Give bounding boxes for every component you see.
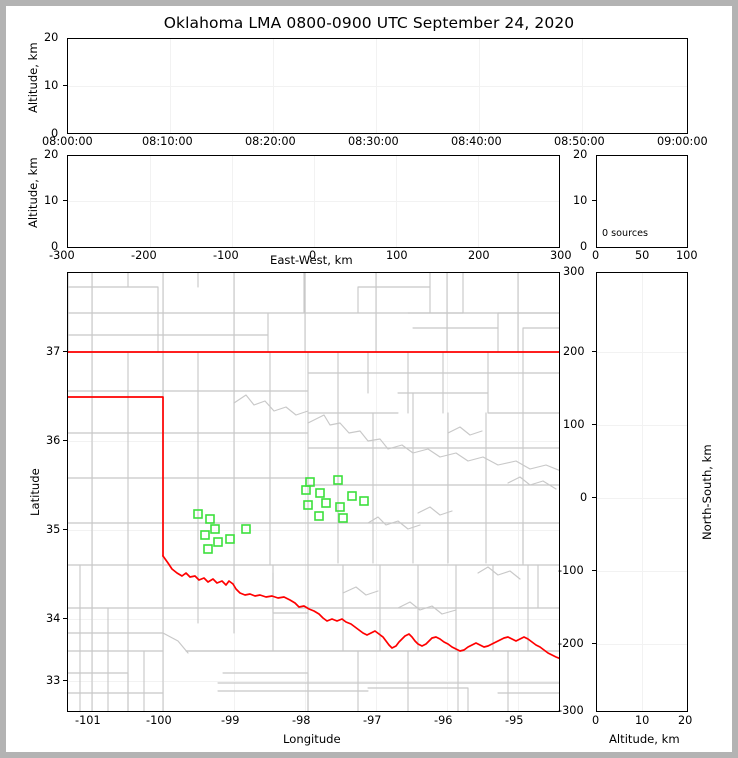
gridline: [68, 619, 559, 620]
axis-label-y: North-South, km: [700, 444, 714, 540]
gridline: [273, 39, 274, 133]
tick-label-y: -200: [558, 637, 584, 650]
gridline: [376, 39, 377, 133]
tick-label-y: 34: [46, 612, 61, 625]
plan-view-map-panel[interactable]: [67, 272, 560, 712]
tick-label-x: 200: [468, 249, 490, 262]
tick-label-x: 10: [635, 714, 650, 727]
gridline: [376, 273, 377, 711]
tick-label-x: 20: [678, 714, 693, 727]
gridline: [68, 86, 687, 87]
tick-label-y: 0: [51, 127, 59, 140]
north-south-height-panel[interactable]: [596, 272, 688, 712]
tick-label-x: 08:40:00: [451, 135, 502, 148]
axis-label-y: Latitude: [28, 468, 42, 516]
lma-station-markers: [193, 475, 369, 554]
tick-label-x: 08:00:00: [42, 135, 93, 148]
tick-mark: [63, 440, 67, 441]
gridline: [232, 156, 233, 247]
gridline: [478, 156, 479, 247]
tick-mark: [63, 351, 67, 352]
tick-label-x: -100: [146, 714, 172, 727]
axis-label-x: East-West, km: [270, 253, 353, 267]
tick-mark: [592, 200, 596, 201]
tick-mark: [592, 643, 596, 644]
gridline: [68, 530, 559, 531]
tick-label-y: 33: [46, 674, 61, 687]
gridline: [68, 441, 559, 442]
tick-label-y: 35: [46, 523, 61, 536]
tick-label-x: 09:00:00: [657, 135, 708, 148]
tick-label-x: 0: [592, 249, 600, 262]
tick-label-x: 0: [592, 714, 600, 727]
tick-mark: [592, 424, 596, 425]
tick-label-y: 10: [573, 194, 588, 207]
tick-mark: [63, 618, 67, 619]
tick-label-y: 20: [44, 31, 59, 44]
tick-label-y: 300: [563, 265, 585, 278]
gridline: [479, 39, 480, 133]
east-west-height-panel[interactable]: [67, 155, 560, 248]
gridline: [68, 681, 559, 682]
axis-label-y: Altitude, km: [26, 157, 40, 228]
tick-label-x: 100: [386, 249, 408, 262]
tick-label-x: 300: [550, 249, 572, 262]
tick-label-y: 0: [580, 240, 588, 253]
gridline: [150, 156, 151, 247]
gridline: [518, 273, 519, 711]
tick-label-x: -96: [434, 714, 453, 727]
tick-label-x: -200: [131, 249, 157, 262]
page-title: Oklahoma LMA 0800-0900 UTC September 24,…: [163, 14, 575, 32]
tick-label-x: 08:20:00: [245, 135, 296, 148]
tick-label-y: -300: [558, 704, 584, 717]
tick-label-x: -95: [505, 714, 524, 727]
tick-label-x: -98: [292, 714, 311, 727]
tick-label-x: -100: [213, 249, 239, 262]
tick-mark: [592, 351, 596, 352]
tick-mark: [63, 85, 67, 86]
axis-label-x: Altitude, km: [609, 732, 680, 746]
gridline: [68, 201, 559, 202]
tick-label-y: 100: [563, 418, 585, 431]
gridline: [170, 39, 171, 133]
gridline: [314, 156, 315, 247]
tick-label-y: 10: [44, 194, 59, 207]
tick-label-x: -99: [221, 714, 240, 727]
tick-label-x: 50: [635, 249, 650, 262]
tick-label-x: 08:10:00: [142, 135, 193, 148]
axis-label-y: Altitude, km: [26, 42, 40, 113]
tick-label-x: -101: [75, 714, 101, 727]
gridline: [305, 273, 306, 711]
tick-label-y: 0: [580, 491, 588, 504]
tick-mark: [592, 497, 596, 498]
tick-mark: [63, 200, 67, 201]
gridline: [582, 39, 583, 133]
tick-mark: [63, 529, 67, 530]
tick-label-x: 100: [676, 249, 698, 262]
tick-mark: [63, 680, 67, 681]
gridline: [642, 273, 643, 711]
tick-label-y: 20: [44, 148, 59, 161]
tick-label-y: -100: [558, 564, 584, 577]
tick-label-y: 200: [563, 345, 585, 358]
source-histogram-panel[interactable]: 0 sources: [596, 155, 688, 248]
tick-label-x: -97: [363, 714, 382, 727]
gridline: [396, 156, 397, 247]
axis-label-x: Longitude: [283, 732, 341, 746]
tick-label-y: 10: [44, 79, 59, 92]
tick-label-y: 0: [51, 240, 59, 253]
tick-label-y: 37: [46, 345, 61, 358]
tick-label-y: 36: [46, 434, 61, 447]
source-count-annotation: 0 sources: [602, 228, 649, 239]
tick-label-x: 08:50:00: [554, 135, 605, 148]
tick-label-x: 08:30:00: [348, 135, 399, 148]
tick-label-x: -300: [49, 249, 75, 262]
tick-label-y: 20: [573, 148, 588, 161]
time-height-panel[interactable]: [67, 38, 688, 134]
tick-mark: [592, 570, 596, 571]
tick-label-x: 0: [309, 249, 317, 262]
map-geometry: [68, 273, 559, 711]
